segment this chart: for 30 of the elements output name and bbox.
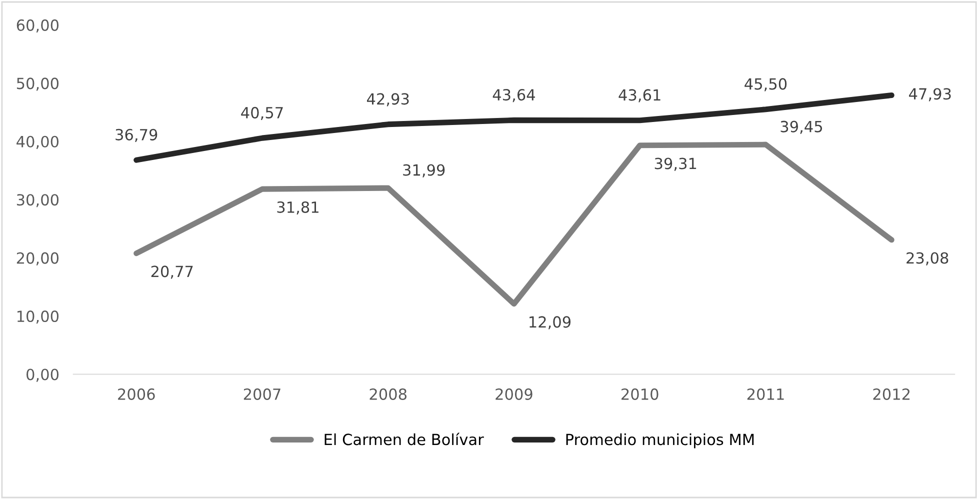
y-tick-label: 0,00 [26, 368, 59, 382]
y-tick-label: 50,00 [16, 78, 59, 91]
x-tick-label: 2006 [118, 388, 155, 400]
data-label: 12,09 [530, 316, 571, 330]
x-tick-label: 2009 [496, 388, 532, 400]
x-tick-label: 2008 [370, 388, 406, 400]
x-tick-label: 2011 [747, 388, 784, 400]
data-label: 45,50 [744, 78, 787, 92]
data-label: 40,57 [241, 106, 283, 120]
data-label: 20,77 [151, 266, 193, 279]
y-tick-label: 40,00 [16, 136, 59, 149]
data-label: 47,93 [909, 88, 951, 102]
data-label: 43,61 [618, 89, 660, 102]
data-label: 39,45 [780, 120, 822, 134]
data-label: 31,99 [403, 164, 445, 178]
data-label: 31,81 [277, 201, 318, 214]
legend-label: El Carmen de Bolívar [324, 432, 484, 446]
data-label: 36,79 [116, 128, 158, 142]
y-tick-label: 20,00 [16, 252, 59, 266]
y-tick-label: 30,00 [16, 194, 59, 208]
x-tick-label: 2012 [873, 388, 910, 400]
x-tick-label: 2010 [622, 388, 658, 400]
data-label: 43,64 [492, 89, 535, 102]
y-tick-label: 10,00 [17, 310, 59, 324]
y-tick-label: 60,00 [16, 19, 59, 33]
data-label: 42,93 [366, 93, 409, 106]
data-label: 39,31 [654, 158, 696, 171]
legend-label: Promedio municipios MM [566, 433, 754, 448]
data-label: 23,08 [906, 252, 948, 266]
x-tick-label: 2007 [244, 388, 280, 400]
